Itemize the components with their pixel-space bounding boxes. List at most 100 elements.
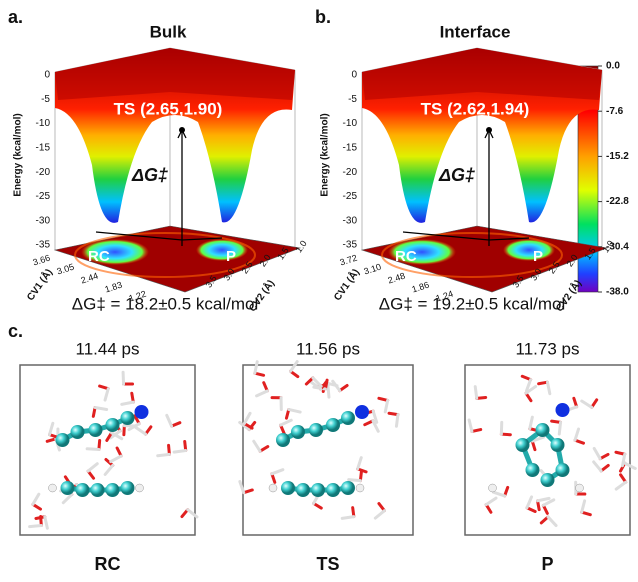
carbon-atom (76, 483, 90, 497)
reactant-label: RC (395, 248, 417, 265)
energy-tick-label: -15 (36, 143, 51, 154)
product-label: P (226, 248, 236, 265)
snapshot-state: P (541, 554, 553, 574)
cv1-tick-label: 2.48 (387, 271, 407, 286)
carbon-atom (516, 438, 530, 452)
energy-tick-label: -5 (41, 94, 50, 105)
colorbar-tick-label: -7.6 (606, 106, 624, 117)
energy-tick-label: -30 (343, 215, 358, 226)
panel-label: c. (8, 321, 23, 341)
carbon-atom (309, 423, 323, 437)
water-bond (475, 387, 476, 399)
water-bond (559, 422, 560, 434)
barrier-value: ΔG‡ = 19.2±0.5 kcal/mol (379, 294, 566, 313)
cv1-tick-label: 3.10 (363, 262, 383, 277)
carbon-atom (89, 423, 103, 437)
snapshot-state: RC (95, 554, 121, 574)
energy-axis-label: Energy (kcal/mol) (320, 113, 331, 196)
cv1-axis-label: CV1 (Å) (24, 266, 55, 303)
energy-tick-label: -35 (36, 240, 51, 251)
surface-top (55, 48, 295, 100)
water-bond (30, 525, 42, 526)
energy-surface-panel: b. Interface 0 -5 -10 -15 -20 -25 -30 -35 Energy (… (315, 7, 616, 314)
energy-tick-label: -20 (36, 167, 51, 178)
carbon-atom (526, 463, 540, 477)
water-bond (396, 415, 397, 427)
cv1-tick-label: 3.72 (339, 253, 359, 268)
cv1-axis-label: CV1 (Å) (331, 266, 362, 303)
cv1-tick-label: 3.66 (32, 253, 52, 268)
reactant-label: RC (88, 248, 110, 265)
surface-top (362, 48, 602, 100)
snapshot-time: 11.44 ps (76, 339, 140, 358)
cv1-tick-label: 1.83 (104, 280, 124, 295)
panel-title: Interface (440, 22, 511, 41)
colorbar-tick-label: -30.4 (606, 241, 629, 252)
cv1-tick-label: 3.05 (56, 262, 76, 277)
snapshot-state: TS (316, 554, 339, 574)
energy-surface-panel: a. Bulk 0 -5 -10 -15 -20 -25 -30 -35 Energy (kcal/… (8, 7, 309, 314)
carbon-atom (326, 418, 340, 432)
carbon-atom (291, 425, 305, 439)
carbon-atom (551, 438, 565, 452)
nitrogen-atom (135, 405, 149, 419)
panel-label: b. (315, 7, 331, 27)
carbon-atom (56, 433, 70, 447)
energy-tick-label: -20 (343, 167, 358, 178)
energy-tick-label: -15 (343, 143, 358, 154)
colorbar-tick-label: -22.8 (606, 196, 629, 207)
colorbar-tick-label: -38.0 (606, 287, 629, 298)
water-bond (328, 385, 329, 397)
carbon-atom (296, 483, 310, 497)
water-bond (349, 480, 361, 481)
energy-tick-label: -30 (36, 215, 51, 226)
cv2-tick-label: 1.0 (293, 239, 308, 255)
energy-tick-label: 0 (44, 70, 50, 81)
panel-title: Bulk (150, 22, 187, 41)
cv1-tick-label: 2.44 (80, 271, 100, 286)
snapshot-time: 11.73 ps (516, 339, 580, 358)
carbon-atom (326, 483, 340, 497)
carbon-atom (556, 463, 570, 477)
snapshot-time: 11.56 ps (296, 339, 360, 358)
carbon-atom (106, 418, 120, 432)
barrier-symbol: ΔG‡ (131, 165, 168, 185)
carbon-atom (276, 433, 290, 447)
nitrogen-atom (556, 403, 570, 417)
carbon-atom (341, 411, 355, 425)
carbon-atom (61, 481, 75, 495)
ts-label: TS (2.62,1.94) (421, 99, 530, 118)
carbon-atom (91, 483, 105, 497)
panel-label: a. (8, 7, 23, 27)
ts-label: TS (2.65,1.90) (114, 99, 223, 118)
carbon-atom (311, 483, 325, 497)
cv1-tick-label: 1.86 (411, 280, 431, 295)
energy-axis-label: Energy (kcal/mol) (13, 113, 24, 196)
carbon-atom (281, 481, 295, 495)
energy-tick-label: -10 (36, 118, 51, 129)
water-bond (95, 408, 107, 410)
energy-tick-label: -5 (348, 94, 357, 105)
hydrogen-atom (49, 484, 57, 492)
energy-tick-label: -25 (36, 191, 51, 202)
water-bond (87, 449, 99, 450)
water-bond (158, 454, 170, 455)
hydrogen-atom (576, 484, 584, 492)
carbon-atom (341, 481, 355, 495)
water-bond (174, 450, 186, 452)
hydrogen-atom (356, 484, 364, 492)
colorbar-tick-label: 0.0 (606, 61, 620, 72)
hydrogen-atom (269, 484, 277, 492)
figure: a. Bulk 0 -5 -10 -15 -20 -25 -30 -35 Energy (kcal/… (0, 0, 638, 577)
nitrogen-atom (355, 405, 369, 419)
energy-tick-label: -35 (343, 240, 358, 251)
barrier-symbol: ΔG‡ (438, 165, 475, 185)
energy-tick-label: 0 (351, 70, 357, 81)
energy-tick-label: -25 (343, 191, 358, 202)
carbon-atom (536, 423, 550, 437)
carbon-atom (106, 483, 120, 497)
energy-tick-label: -10 (343, 118, 358, 129)
water-bond (342, 517, 354, 519)
carbon-atom (121, 481, 135, 495)
carbon-atom (541, 473, 555, 487)
